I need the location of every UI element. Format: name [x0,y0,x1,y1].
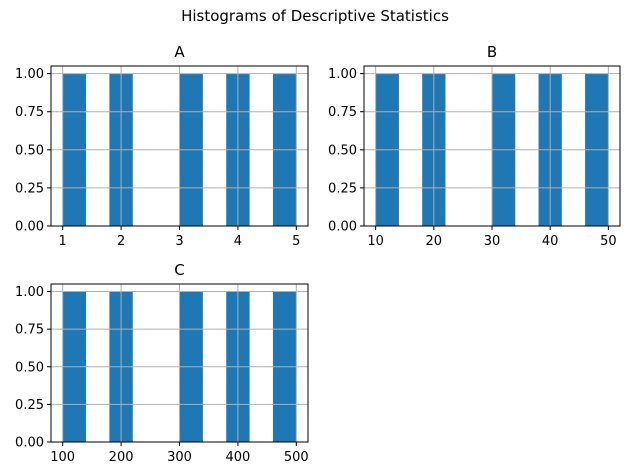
x-tick-label-b-5: 50 [600,234,617,249]
histogram-panel-c: 100 200 300 400 500 0.00 0.25 0.50 0.75 1.00 C [15,261,309,465]
y-tick-label-a-2: 0.25 [15,181,44,196]
y-tick-label-a-1: 0.00 [15,220,44,235]
y-tick-label-b-2: 0.25 [328,181,357,196]
x-tick-label-a-1: 1 [59,234,67,249]
x-tick-label-a-3: 3 [175,234,183,249]
y-tick-label-c-3: 0.50 [15,360,44,375]
x-tick-label-b-1: 10 [367,234,384,249]
x-tick-label-b-4: 40 [542,234,559,249]
x-tick-label-b-2: 20 [426,234,443,249]
x-tick-label-a-4: 4 [234,234,242,249]
panel-title-a: A [174,43,185,61]
x-tick-label-a-5: 5 [292,234,300,249]
figure-suptitle: Histograms of Descriptive Statistics [181,7,449,25]
x-tick-label-c-5: 500 [284,450,309,465]
histogram-panel-a: 1 2 3 4 5 0.00 0.25 0.50 0.75 1.00 A [15,43,309,249]
x-tick-label-c-1: 100 [50,450,75,465]
x-tick-label-a-2: 2 [117,234,125,249]
y-tick-label-a-4: 0.75 [15,105,44,120]
y-tick-label-a-3: 0.50 [15,143,44,158]
panel-title-b: B [487,43,497,61]
y-tick-label-c-5: 1.00 [15,285,44,300]
y-tick-label-b-5: 1.00 [328,67,357,82]
x-tick-label-b-3: 30 [484,234,501,249]
x-tick-label-c-2: 200 [109,450,134,465]
histogram-panel-b: 10 20 30 40 50 0.00 0.25 0.50 0.75 1.00 B [328,43,621,249]
panel-title-c: C [174,261,184,279]
y-tick-label-c-4: 0.75 [15,323,44,338]
y-tick-label-a-5: 1.00 [15,67,44,82]
y-tick-label-b-1: 0.00 [328,220,357,235]
y-tick-label-b-3: 0.50 [328,143,357,158]
y-tick-label-b-4: 0.75 [328,105,357,120]
x-tick-label-c-3: 300 [167,450,192,465]
y-tick-label-c-1: 0.00 [15,436,44,451]
x-tick-label-c-4: 400 [225,450,250,465]
y-tick-label-c-2: 0.25 [15,398,44,413]
